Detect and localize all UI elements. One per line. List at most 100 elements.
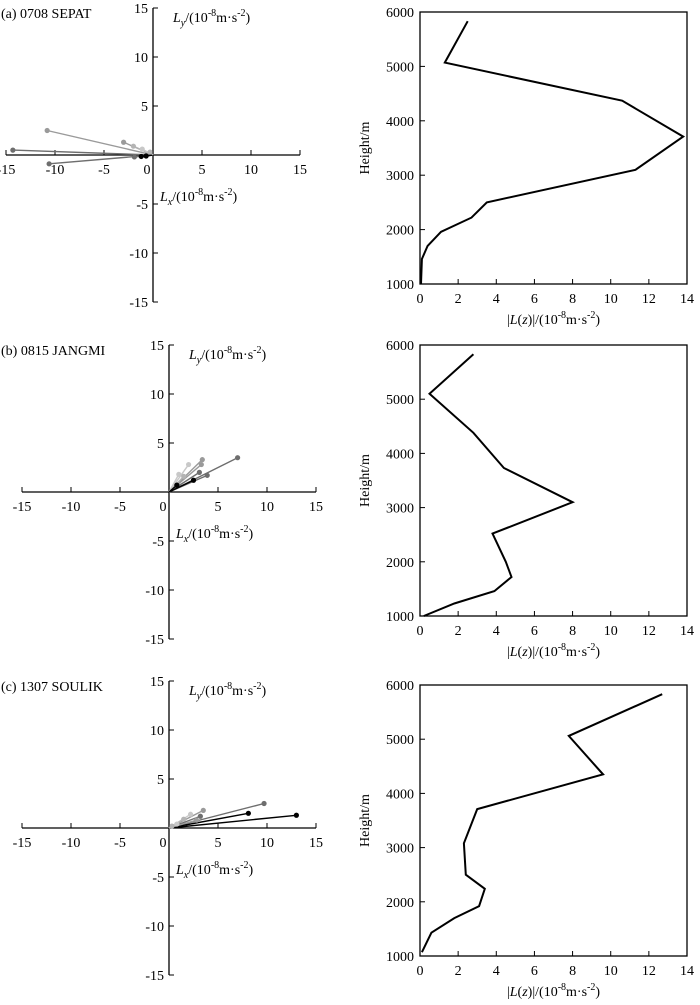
y-axis-label: Height/m	[358, 121, 373, 174]
y-tick-label: -10	[145, 584, 164, 599]
y-tick-label: 10	[150, 724, 164, 739]
y-tick-label: 5	[157, 773, 164, 788]
vector-point	[245, 810, 251, 816]
x-tick-label: -10	[62, 836, 81, 851]
profile-line	[421, 693, 663, 953]
vector-point	[147, 149, 153, 155]
x-tick-label: 0	[160, 836, 167, 851]
x-tick-label: 12	[642, 964, 656, 979]
x-tick-label: 0	[417, 964, 424, 979]
vector-line	[168, 814, 297, 829]
y-tick-label: 1000	[386, 610, 414, 625]
x-tick-label: -5	[114, 836, 126, 851]
vector-point	[131, 154, 137, 160]
x-tick-label: 8	[569, 292, 576, 307]
y-tick-label: -10	[145, 920, 164, 935]
y-tick-label: -15	[145, 633, 164, 648]
vector-point	[130, 143, 136, 149]
x-tick-label: -10	[62, 500, 81, 515]
x-tick-label: 5	[199, 163, 206, 178]
vector-line	[12, 149, 154, 156]
vector-point	[139, 146, 145, 152]
vector-point	[176, 471, 182, 477]
x-tick-label: -10	[46, 163, 65, 178]
vector-point	[181, 473, 187, 479]
x-axis-label: Lx/(10-8m·s-2)	[175, 524, 254, 545]
x-tick-label: 15	[309, 836, 323, 851]
y-tick-label: 2000	[386, 556, 414, 571]
vector-point	[143, 153, 149, 159]
y-axis-label: Ly/(10-8m·s-2)	[188, 345, 267, 366]
vector-point	[10, 147, 16, 153]
x-axis-label: Lx/(10-8m·s-2)	[159, 187, 238, 208]
y-tick-label: 1000	[386, 950, 414, 965]
y-tick-label: 4000	[386, 447, 414, 462]
vector-point	[46, 161, 52, 167]
plot-frame	[419, 11, 688, 285]
plot-frame	[419, 684, 688, 957]
vector-point	[198, 461, 204, 468]
vector-panel-3: -15 -10 -5 0 5 10 15 -15 -10 -5 5 10 15 (c) 1307 SOUL…	[1, 675, 323, 984]
vector-line	[168, 812, 249, 829]
vector-point	[293, 812, 299, 818]
y-tick-label: -10	[129, 247, 148, 262]
y-tick-label: 2000	[386, 896, 414, 911]
vector-line	[168, 471, 200, 493]
panel-title: (c) 1307 SOULIK	[1, 680, 103, 695]
vector-point	[235, 455, 241, 461]
x-axis-label: |L(z)|/(10-8m·s-2)	[507, 642, 600, 660]
vector-point	[196, 469, 202, 475]
vector-point	[169, 823, 175, 829]
x-tick-label: 0	[160, 500, 167, 515]
vector-point	[186, 461, 192, 468]
vector-point	[190, 477, 197, 483]
x-tick-label: 5	[215, 836, 222, 851]
x-tick-label: 10	[604, 292, 618, 307]
y-tick-label: -5	[152, 535, 164, 550]
y-tick-label: -5	[152, 871, 164, 886]
y-tick-label: 6000	[386, 6, 414, 21]
y-tick-label: 5000	[386, 60, 414, 75]
y-tick-label: -5	[136, 198, 148, 213]
x-tick-label: -5	[114, 500, 126, 515]
x-tick-label: 6	[531, 624, 538, 639]
x-tick-label: 8	[569, 624, 576, 639]
y-tick-label: 3000	[386, 842, 414, 857]
x-tick-label: 0	[417, 292, 424, 307]
y-axis-label: Height/m	[358, 454, 373, 507]
vector-line	[168, 479, 194, 493]
x-tick-label: 6	[531, 964, 538, 979]
y-tick-label: 10	[134, 51, 148, 66]
vector-point	[174, 821, 180, 827]
vector-point	[121, 139, 127, 145]
y-tick-label: 5000	[386, 733, 414, 748]
vector-point	[197, 813, 203, 819]
y-tick-label: -15	[129, 296, 148, 311]
vector-point	[200, 807, 206, 813]
vector-point	[193, 817, 200, 823]
y-tick-label: 5	[157, 437, 164, 452]
y-tick-label: 6000	[386, 339, 414, 354]
x-tick-label: 2	[455, 292, 462, 307]
panel-title: (a) 0708 SEPAT	[1, 7, 92, 22]
x-tick-label: -5	[98, 163, 110, 178]
x-tick-label: 6	[531, 292, 538, 307]
x-tick-label: 8	[569, 964, 576, 979]
x-tick-label: 15	[293, 163, 307, 178]
x-tick-label: -15	[0, 163, 15, 178]
profile-line	[420, 20, 686, 285]
x-tick-label: 14	[680, 624, 694, 639]
x-tick-label: 10	[244, 163, 258, 178]
y-tick-label: 4000	[386, 787, 414, 802]
x-axis-label: |L(z)|/(10-8m·s-2)	[507, 310, 600, 328]
y-tick-label: 5	[141, 100, 148, 115]
y-tick-label: 3000	[386, 169, 414, 184]
y-tick-label: 15	[150, 675, 164, 690]
x-tick-label: 0	[417, 624, 424, 639]
y-tick-label: -15	[145, 969, 164, 984]
y-axis-label: Ly/(10-8m·s-2)	[172, 8, 251, 29]
x-tick-label: 14	[680, 964, 694, 979]
profile-panel-3: 0 2 4 6 8 10 12 14 1000 2000 3000 4000 5000 6000 Heigh…	[358, 679, 694, 1000]
x-tick-label: 15	[309, 500, 323, 515]
